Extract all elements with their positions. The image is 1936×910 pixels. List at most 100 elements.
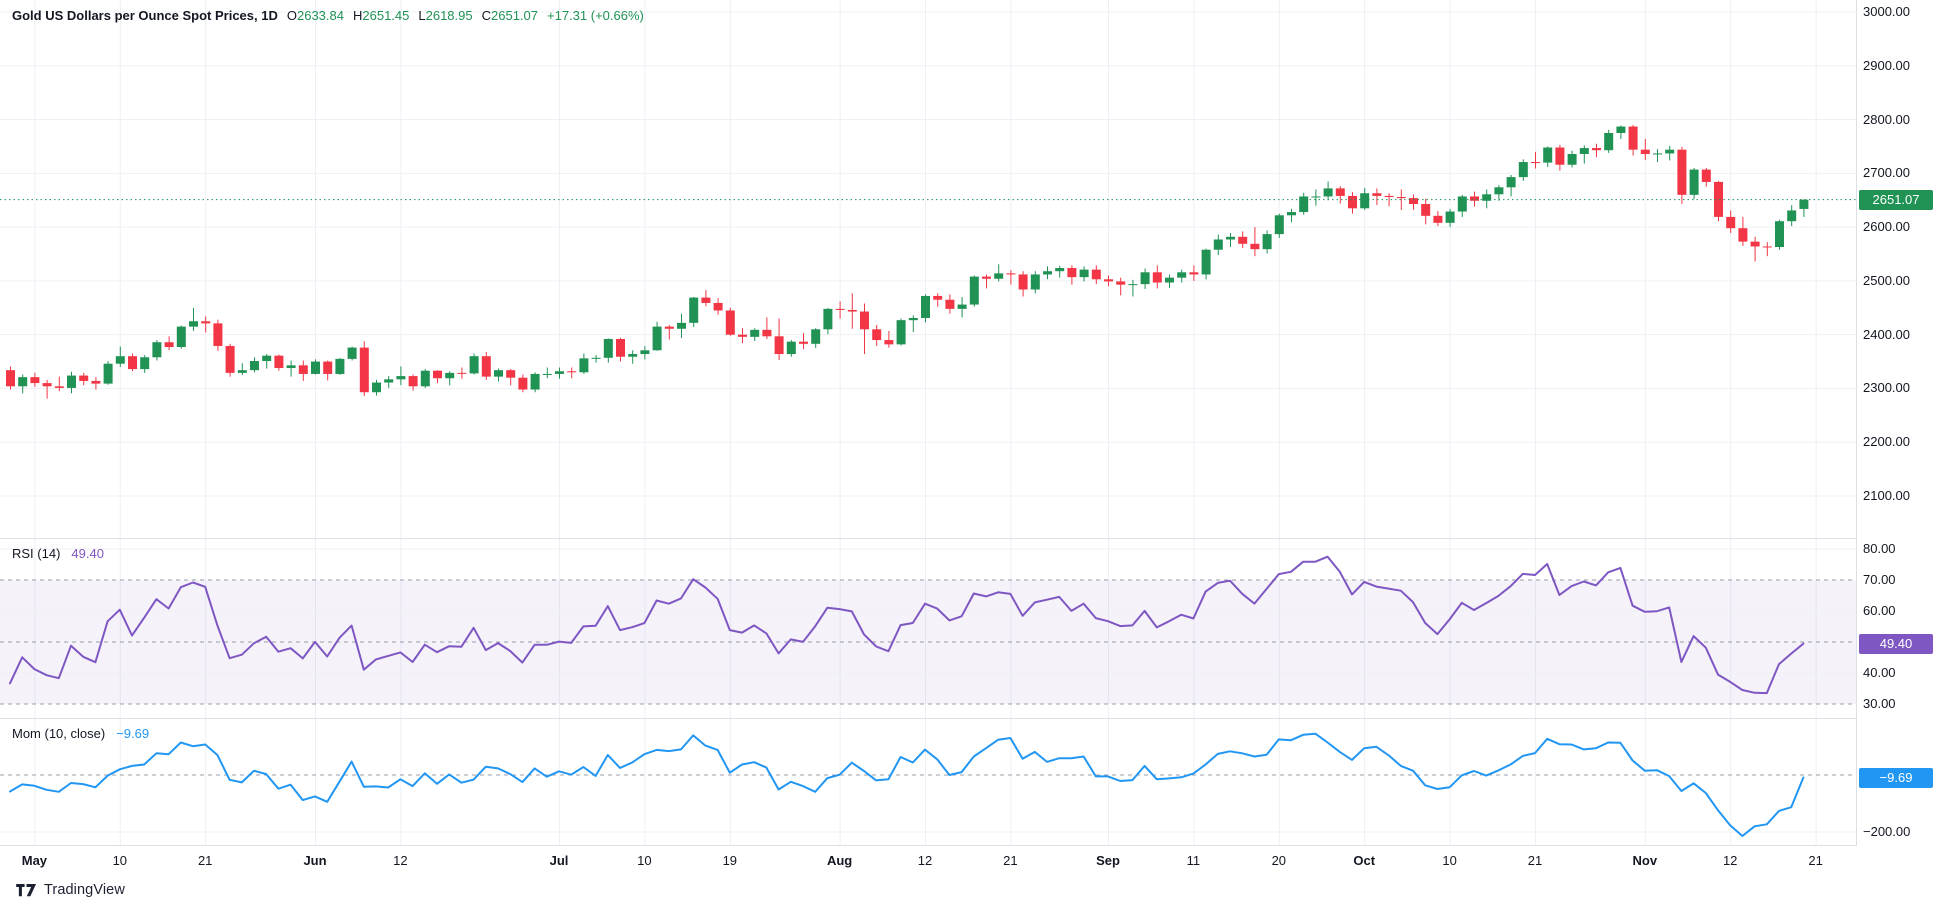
candle [786,341,796,355]
candle [1677,149,1687,195]
candle [433,370,442,379]
rsi-tick-label: 70.00 [1863,572,1896,587]
symbol-legend: Gold US Dollars per Ounce Spot Prices, 1… [12,8,644,23]
candle [372,382,381,393]
time-tick-label: 19 [722,853,738,868]
candle [591,357,601,359]
candle [250,361,259,371]
price-tick-label: 2500.00 [1863,272,1910,288]
candle [1543,147,1553,163]
candle [701,297,711,303]
candle [1299,196,1309,213]
time-tick-label: 12 [1722,853,1738,868]
candle [1762,246,1772,248]
mom-tick-label: −200.00 [1863,824,1911,839]
candle [518,377,528,390]
candle [1372,193,1382,196]
candle [189,321,198,327]
tradingview-watermark[interactable]: TradingView [16,882,125,898]
candle [750,329,760,337]
mom-line [9,732,1805,837]
candle [91,380,101,384]
candle [1055,267,1065,272]
price-tick-label: 2400.00 [1863,326,1910,342]
price-tick-label: 2600.00 [1863,219,1910,235]
price-axis[interactable]: 3000.00 2900.00 2800.00 2700.00 2600.00 2500.… [1857,0,1936,878]
candle [311,361,320,374]
mom-gridlines [0,774,1856,833]
candle [1775,221,1784,248]
candle [237,370,247,373]
candle [640,350,650,355]
candle [1140,272,1150,285]
symbol-title[interactable]: Gold US Dollars per Ounce Spot Prices, 1… [12,8,278,23]
rsi-tick-label: 60.00 [1863,603,1896,618]
candle [1701,169,1711,182]
candle [542,373,552,375]
open-value: 2633.84 [296,8,344,23]
candle [1750,241,1760,247]
mom-title[interactable]: Mom (10, close) [12,726,106,741]
candle [1250,243,1260,250]
candle [298,365,308,374]
candle [664,326,674,329]
candle [1787,210,1797,222]
time-axis[interactable]: May 10 21 Jun 12 Jul 10 19 Aug 12 21 Sep 11 20 Oct 10 21… [0,846,1936,875]
candle [1592,148,1601,151]
rsi-legend: RSI (14) 49.40 [12,546,104,561]
time-tick-label: Sep [1096,853,1120,868]
candle [628,354,638,357]
time-tick-label: Jun [303,853,327,868]
candle [176,326,186,348]
candle [713,302,723,311]
candle [762,329,772,337]
candle [1201,249,1211,275]
time-tick-label: Aug [826,853,853,868]
candle [1152,272,1162,283]
price-tick-label: 2100.00 [1863,488,1910,504]
legend-open: O2633.84 [287,8,344,23]
candle [1628,126,1638,150]
candle [457,372,467,374]
time-tick-label: Jul [549,853,569,868]
candle [823,308,833,330]
candle [1653,153,1662,155]
rsi-value: 49.40 [71,546,104,561]
rsi-title[interactable]: RSI (14) [12,546,61,561]
rsi-line [9,555,1805,695]
candle [738,334,747,337]
close-value: 2651.07 [491,8,538,23]
candle [1640,149,1650,154]
change-value: +17.31 (+0.66%) [547,8,644,23]
candle [18,377,28,387]
candle [481,356,491,377]
candle [1531,162,1540,164]
candle [774,336,784,355]
candle [1738,228,1748,242]
price-tick-label: 2900.00 [1863,57,1910,73]
legend-low: L2618.95 [418,8,472,23]
time-tick-label: 12 [393,853,408,868]
candle [140,357,150,370]
candle [896,320,906,345]
candle [957,304,967,309]
time-tick-label: 12 [917,853,933,868]
candle [1604,133,1614,151]
candle [1396,197,1406,199]
candle [1799,199,1809,209]
main-gridlines [0,11,1856,497]
candle [67,375,76,388]
rsi-tick-label: 30.00 [1863,696,1896,711]
rsi-plot [9,555,1805,695]
time-tick-label: 21 [1003,853,1018,868]
candle [994,273,1004,279]
candle [884,340,894,345]
candle [225,345,235,373]
candle [323,361,333,374]
open-label: O [286,8,297,23]
candle [54,386,64,388]
time-tick-label: 20 [1271,853,1287,868]
candle [1689,169,1699,195]
candle [1494,187,1504,195]
